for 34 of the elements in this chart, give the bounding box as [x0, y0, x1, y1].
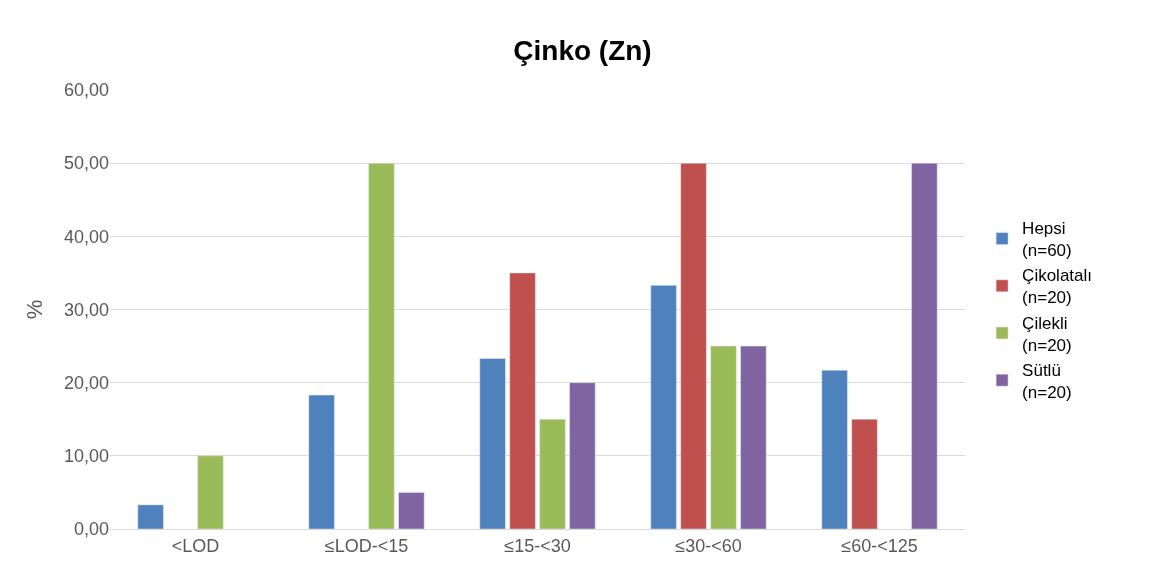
bar: [368, 162, 395, 529]
y-tick-label: 10,00: [63, 446, 109, 467]
y-tick-label: 50,00: [63, 153, 109, 174]
x-tick-label: ≤LOD-<15: [324, 535, 409, 556]
y-tick-label: 30,00: [63, 299, 109, 320]
bar: [539, 419, 566, 529]
legend-label: Çikolatalı (n=20): [1022, 266, 1093, 308]
bar: [740, 345, 767, 529]
legend-label: Hepsi (n=60): [1022, 219, 1072, 261]
bar: [308, 394, 335, 529]
y-axis-title: %: [21, 299, 47, 320]
bar: [851, 419, 878, 529]
y-tick-label: 40,00: [63, 226, 109, 247]
y-tick-label: 20,00: [63, 372, 109, 393]
x-tick-label: ≤30-<60: [675, 535, 742, 556]
bar: [569, 382, 596, 529]
legend-label: Çilekli (n=20): [1022, 313, 1072, 355]
bar: [137, 504, 164, 529]
bar: [197, 455, 224, 529]
x-tick-label: ≤15-<30: [504, 535, 571, 556]
bar: [911, 162, 938, 529]
bar: [821, 369, 848, 529]
y-tick-label: 60,00: [63, 80, 109, 101]
legend-label: Sütlü (n=20): [1022, 360, 1072, 402]
bar: [650, 285, 677, 529]
bar: [509, 272, 536, 529]
bar: [680, 162, 707, 529]
y-tick-label: 0,00: [73, 519, 109, 540]
x-tick-label: <LOD: [171, 535, 220, 556]
bar: [398, 492, 425, 529]
bar: [479, 358, 506, 529]
x-tick-label: ≤60-<125: [841, 535, 918, 556]
bar: [710, 345, 737, 529]
chart-title: Çinko (Zn): [513, 35, 652, 67]
